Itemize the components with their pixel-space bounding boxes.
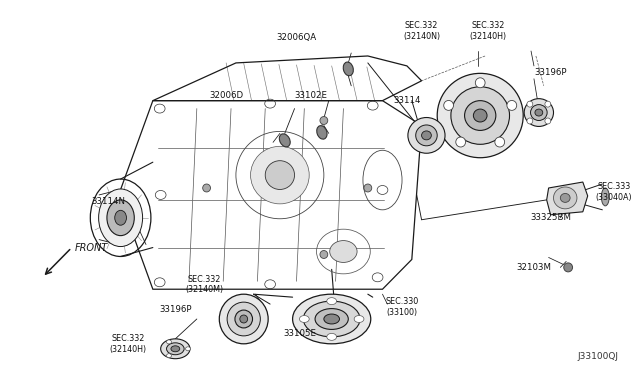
Ellipse shape xyxy=(545,118,551,124)
Ellipse shape xyxy=(279,134,290,147)
Ellipse shape xyxy=(315,309,348,330)
Polygon shape xyxy=(547,182,588,215)
Ellipse shape xyxy=(602,188,609,206)
Ellipse shape xyxy=(535,109,543,116)
Ellipse shape xyxy=(451,87,509,144)
Text: 33102E: 33102E xyxy=(294,91,328,100)
Ellipse shape xyxy=(545,101,551,107)
Ellipse shape xyxy=(364,184,372,192)
Ellipse shape xyxy=(524,99,554,126)
Ellipse shape xyxy=(161,339,190,359)
Ellipse shape xyxy=(265,161,294,189)
Ellipse shape xyxy=(292,294,371,344)
Text: 33114N: 33114N xyxy=(92,198,126,206)
Ellipse shape xyxy=(240,315,248,323)
Ellipse shape xyxy=(422,131,431,140)
Text: SEC.330
(33100): SEC.330 (33100) xyxy=(385,297,419,317)
Ellipse shape xyxy=(171,346,180,352)
Ellipse shape xyxy=(327,298,337,305)
Ellipse shape xyxy=(561,193,570,202)
Ellipse shape xyxy=(416,125,437,146)
Text: 33196P: 33196P xyxy=(534,68,566,77)
Ellipse shape xyxy=(408,118,445,153)
Ellipse shape xyxy=(300,315,309,323)
Ellipse shape xyxy=(320,116,328,125)
Ellipse shape xyxy=(343,62,353,76)
Ellipse shape xyxy=(474,109,487,122)
Text: SEC.332
(32140H): SEC.332 (32140H) xyxy=(110,334,147,353)
Ellipse shape xyxy=(235,310,253,328)
Text: FRONT: FRONT xyxy=(75,243,108,253)
Text: SEC.332
(32140H): SEC.332 (32140H) xyxy=(470,22,507,41)
Text: J33100QJ: J33100QJ xyxy=(578,352,619,361)
Ellipse shape xyxy=(166,354,172,357)
Ellipse shape xyxy=(107,200,134,235)
Ellipse shape xyxy=(354,315,364,323)
Ellipse shape xyxy=(330,241,357,262)
Ellipse shape xyxy=(166,340,172,344)
Ellipse shape xyxy=(456,137,465,147)
Text: 33196P: 33196P xyxy=(159,305,191,314)
Text: 33114: 33114 xyxy=(393,96,420,105)
Ellipse shape xyxy=(317,126,327,139)
Ellipse shape xyxy=(327,333,337,340)
Ellipse shape xyxy=(220,294,268,344)
Ellipse shape xyxy=(527,101,532,107)
Ellipse shape xyxy=(527,118,532,124)
Ellipse shape xyxy=(251,146,309,204)
Ellipse shape xyxy=(476,78,485,88)
Ellipse shape xyxy=(465,101,496,131)
Ellipse shape xyxy=(531,105,547,121)
Ellipse shape xyxy=(203,184,211,192)
Ellipse shape xyxy=(324,314,339,324)
Text: 33105E: 33105E xyxy=(283,329,316,339)
Ellipse shape xyxy=(507,100,516,110)
Ellipse shape xyxy=(564,263,573,272)
Ellipse shape xyxy=(99,189,143,247)
Text: 33325BM: 33325BM xyxy=(530,213,571,222)
Text: SEC.333
(33040A): SEC.333 (33040A) xyxy=(595,182,632,202)
Ellipse shape xyxy=(495,137,504,147)
Text: 32103M: 32103M xyxy=(516,263,552,272)
Ellipse shape xyxy=(227,302,260,336)
Ellipse shape xyxy=(437,73,524,158)
Ellipse shape xyxy=(320,250,328,259)
Ellipse shape xyxy=(554,187,577,209)
Text: SEC.332
(32140N): SEC.332 (32140N) xyxy=(403,22,440,41)
Ellipse shape xyxy=(303,301,360,337)
Text: SEC.332
(32140M): SEC.332 (32140M) xyxy=(186,275,224,294)
Ellipse shape xyxy=(115,210,127,225)
Ellipse shape xyxy=(186,347,191,351)
Text: 32006D: 32006D xyxy=(210,91,244,100)
Ellipse shape xyxy=(444,100,454,110)
Ellipse shape xyxy=(166,343,184,355)
Text: 32006QA: 32006QA xyxy=(276,33,317,42)
